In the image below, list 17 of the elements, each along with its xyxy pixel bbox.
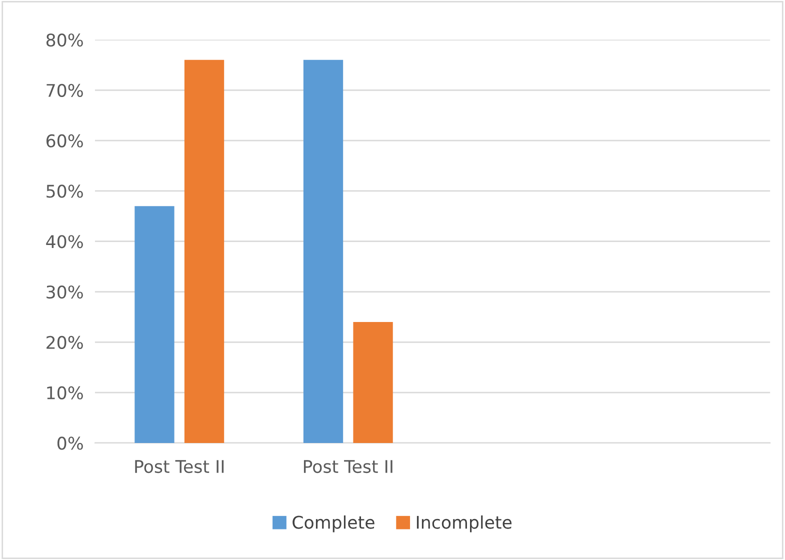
y-tick-label: 10% (47, 386, 83, 400)
bar (134, 206, 174, 443)
legend-label: Complete (292, 515, 374, 532)
y-tick-label: 60% (46, 134, 83, 148)
bar (353, 322, 393, 443)
y-tick-label: 50% (46, 184, 83, 198)
bar (303, 60, 344, 443)
y-tick-label: 20% (46, 336, 83, 350)
legend-label: Incomplete (416, 515, 512, 532)
y-tick-label: 30% (46, 285, 83, 299)
bar (184, 60, 224, 443)
y-tick-label: 80% (46, 33, 83, 47)
x-tick-label: Post Test II (304, 460, 392, 474)
y-tick-label: 70% (46, 84, 83, 98)
y-tick-label: 0% (57, 436, 83, 450)
x-tick-label: Post Test II (135, 460, 224, 474)
y-tick-label: 40% (46, 235, 83, 248)
